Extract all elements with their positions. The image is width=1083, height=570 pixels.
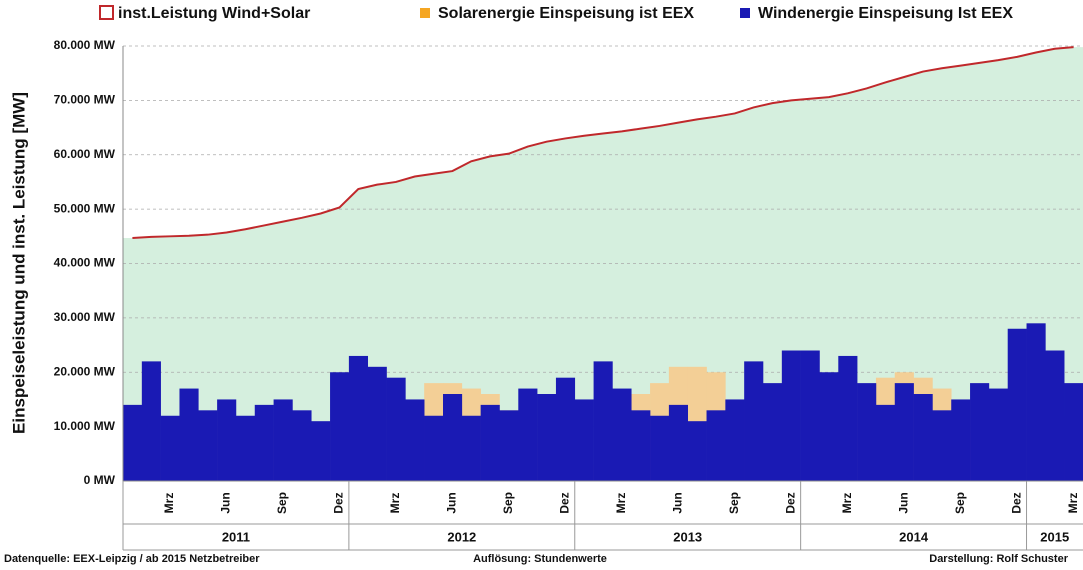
x-tick-label: Mrz: [1066, 493, 1080, 514]
bar-2: [1007, 328, 1027, 481]
x-tick-label: Jun: [896, 492, 910, 513]
bar-2: [800, 350, 820, 481]
bar-2: [838, 355, 858, 481]
footer-author: Darstellung: Rolf Schuster: [929, 553, 1068, 565]
bar-2: [518, 388, 538, 481]
bar-2: [932, 410, 952, 481]
bar-2: [273, 399, 293, 481]
bar-2: [386, 377, 406, 481]
footer-source: Datenquelle: EEX-Leipzig / ab 2015 Netzb…: [4, 553, 260, 565]
bar-2: [330, 372, 350, 481]
x-tick-label: Sep: [275, 492, 289, 514]
y-tick-label: 80.000 MW: [54, 38, 116, 52]
bar-2: [235, 415, 256, 481]
y-tick-label: 20.000 MW: [54, 364, 116, 378]
footer-resolution: Auflösung: Stundenwerte: [473, 553, 607, 565]
bar-2: [763, 383, 783, 481]
bar-2: [988, 388, 1009, 481]
x-tick-label: Dez: [783, 492, 797, 513]
bar-2: [141, 361, 161, 481]
bar-2: [555, 377, 576, 481]
bar-2: [744, 361, 764, 481]
legend-swatch: [420, 8, 430, 18]
bar-2: [631, 410, 651, 481]
bar-2: [405, 399, 425, 481]
bar-2: [650, 415, 670, 481]
bar-2: [179, 388, 199, 481]
bar-2: [160, 415, 180, 481]
x-tick-label: Dez: [1009, 492, 1023, 513]
x-tick-label: Mrz: [388, 493, 402, 514]
bar-2: [348, 355, 369, 481]
y-tick-label: 50.000 MW: [54, 201, 116, 215]
y-tick-label: 0 MW: [84, 473, 116, 487]
y-axis-label: Einspeiseleistung und inst. Leistung [MW…: [9, 92, 28, 434]
bar-2: [311, 421, 331, 481]
bar-2: [198, 410, 218, 481]
x-tick-label: Sep: [727, 492, 741, 514]
y-tick-label: 60.000 MW: [54, 147, 116, 161]
bar-2: [668, 404, 689, 481]
bar-2: [367, 366, 387, 481]
bar-2: [894, 383, 914, 481]
bar-2: [781, 350, 801, 481]
y-tick-label: 30.000 MW: [54, 310, 116, 324]
x-tick-label: Sep: [501, 492, 515, 514]
bar-2: [875, 404, 896, 481]
bar-2: [706, 410, 726, 481]
bar-2: [857, 383, 877, 481]
bar-2: [1045, 350, 1065, 481]
legend-label: Solarenergie Einspeisung ist EEX: [438, 5, 694, 22]
bar-2: [461, 415, 481, 481]
legend-label: inst.Leistung Wind+Solar: [118, 5, 310, 22]
bar-2: [687, 421, 707, 481]
bar-2: [254, 404, 274, 481]
bar-2: [424, 415, 444, 481]
x-tick-label: Dez: [558, 492, 572, 513]
x-tick-label: Mrz: [162, 493, 176, 514]
bar-2: [292, 410, 312, 481]
year-label: 2012: [447, 529, 476, 544]
bar-2: [970, 383, 990, 481]
legend-swatch: [99, 5, 114, 20]
x-tick-label: Jun: [445, 492, 459, 513]
x-tick-label: Mrz: [614, 493, 628, 514]
bar-2: [480, 404, 500, 481]
x-tick-label: Mrz: [840, 493, 854, 514]
bar-2: [537, 394, 557, 481]
bar-2: [819, 372, 839, 481]
legend-swatch: [740, 8, 750, 18]
bar-2: [123, 404, 143, 481]
bar-2: [574, 399, 594, 481]
bar-2: [913, 394, 933, 481]
y-tick-label: 70.000 MW: [54, 93, 116, 107]
bar-2: [1064, 383, 1083, 481]
capacity-line: [132, 46, 1074, 239]
x-tick-label: Jun: [219, 492, 233, 513]
bar-2: [951, 399, 971, 481]
year-label: 2013: [673, 529, 702, 544]
bar-2: [499, 410, 519, 481]
year-label: 2014: [899, 529, 929, 544]
bar-2: [1026, 323, 1046, 481]
x-tick-label: Sep: [953, 492, 967, 514]
bar-2: [443, 394, 463, 481]
y-tick-label: 40.000 MW: [54, 256, 116, 270]
y-tick-label: 10.000 MW: [54, 419, 116, 433]
year-label: 2015: [1040, 529, 1069, 544]
x-tick-label: Dez: [332, 492, 346, 513]
bar-2: [612, 388, 632, 481]
bar-2: [217, 399, 237, 481]
year-label: 2011: [222, 529, 250, 544]
legend-label: Windenergie Einspeisung Ist EEX: [758, 5, 1013, 22]
bar-2: [725, 399, 745, 481]
bar-2: [593, 361, 613, 481]
x-tick-label: Jun: [670, 492, 684, 513]
